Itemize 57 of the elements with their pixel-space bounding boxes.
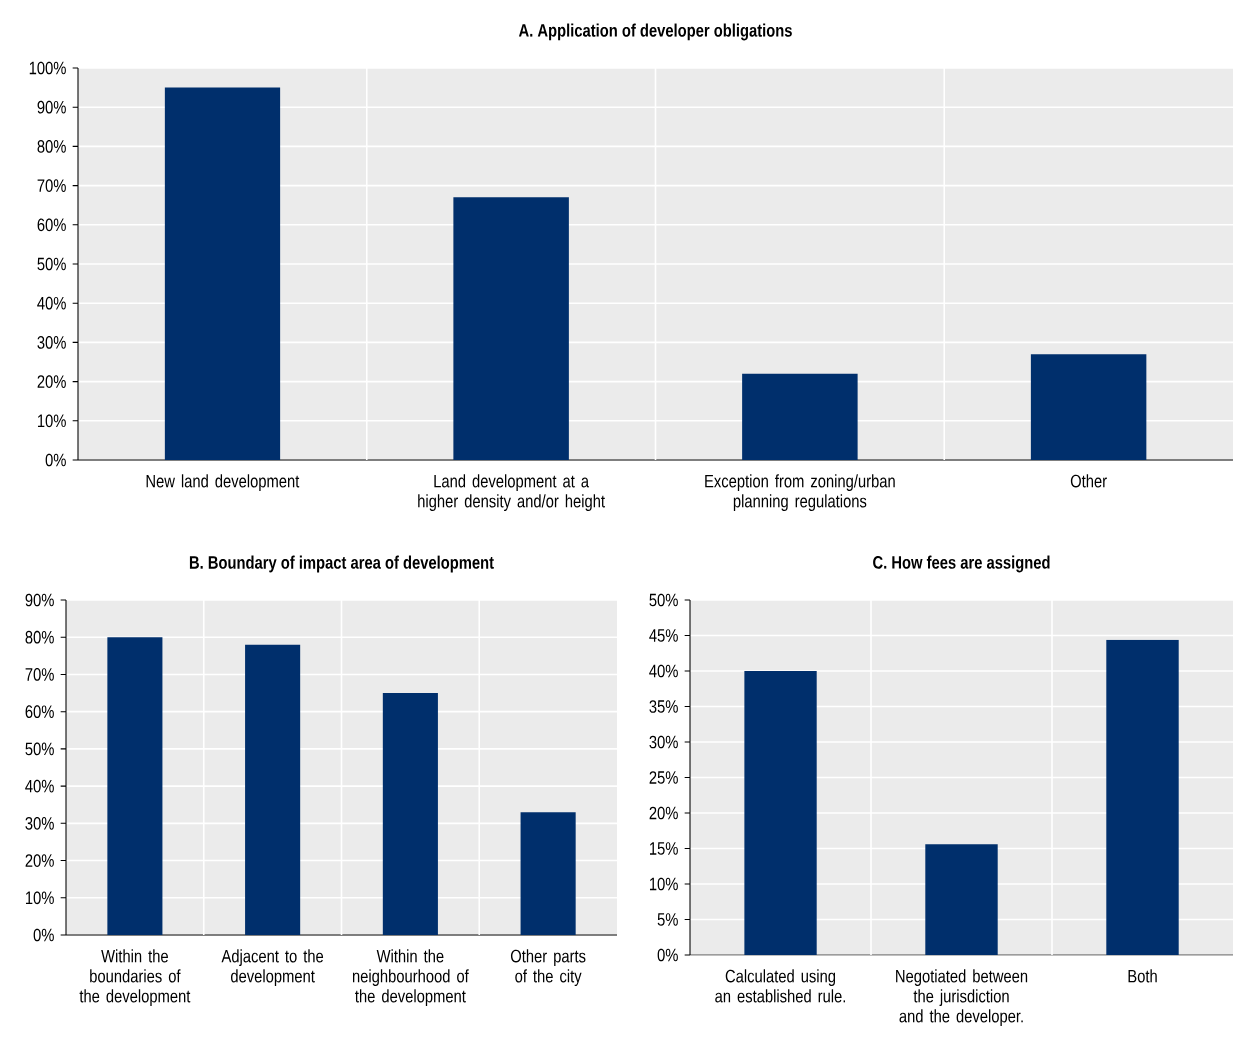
y-tick-label: 90%: [25, 593, 54, 607]
x-tick-label: Calculated using an established rule.: [715, 969, 846, 1003]
y-tick-label: 90%: [37, 100, 66, 114]
y-tick-label: 45%: [649, 629, 678, 642]
x-tick-label: Other: [1070, 474, 1107, 488]
bar: [1030, 354, 1147, 460]
y-tick-label: 30%: [25, 816, 54, 830]
x-tick-label: Within the neighbourhood of the development: [352, 949, 469, 1007]
y-tick-label: 30%: [37, 336, 66, 349]
y-tick-label: 20%: [25, 854, 54, 867]
x-tick-label: New land development: [146, 474, 300, 492]
x-tick-label: Negotiated between the jurisdiction and the developer.: [896, 969, 1028, 1027]
y-tick-label: 10%: [37, 414, 66, 428]
y-tick-label: 60%: [25, 705, 54, 719]
y-tick-label: 15%: [649, 842, 678, 855]
y-tick-label: 80%: [25, 630, 54, 644]
bar: [742, 373, 858, 460]
y-tick-label: 5%: [657, 913, 678, 926]
bar: [382, 693, 438, 935]
y-tick-label: 0%: [45, 453, 66, 467]
x-tick-label: Both: [1128, 969, 1157, 983]
y-tick-label: 20%: [37, 375, 66, 388]
x-tick-label: Exception from zoning/urban planning regulations: [705, 474, 895, 512]
chart-title: B. Boundary of impact area of development: [189, 555, 494, 573]
x-tick-label: Within the boundaries of the development: [79, 949, 191, 1007]
y-tick-label: 0%: [657, 948, 678, 962]
bar: [520, 812, 576, 935]
y-tick-label: 30%: [649, 735, 678, 749]
bar: [107, 637, 163, 935]
y-tick-label: 50%: [25, 742, 54, 756]
y-tick-label: 25%: [649, 771, 678, 784]
bar: [453, 197, 569, 460]
y-tick-label: 70%: [37, 179, 66, 192]
y-tick-label: 10%: [25, 891, 54, 905]
x-tick-label: Land development at a higher density and/or height: [418, 474, 605, 512]
y-tick-label: 35%: [649, 700, 678, 713]
y-tick-label: 80%: [37, 140, 66, 153]
y-tick-label: 100%: [29, 61, 66, 75]
y-tick-label: 50%: [37, 257, 66, 271]
y-tick-label: 70%: [25, 668, 54, 681]
y-tick-label: 60%: [37, 218, 66, 232]
y-tick-label: 10%: [649, 877, 678, 891]
x-tick-label: Other parts of the city: [510, 949, 586, 987]
y-tick-label: 40%: [37, 296, 66, 310]
bar: [164, 87, 281, 460]
y-tick-label: 50%: [649, 593, 678, 607]
bar: [245, 644, 301, 935]
y-tick-label: 40%: [649, 664, 678, 678]
y-tick-label: 40%: [25, 779, 54, 793]
bar: [1106, 639, 1179, 955]
bar: [744, 671, 817, 955]
x-tick-label: Adjacent to the development: [221, 949, 324, 987]
bar: [925, 844, 998, 955]
chart-title: C. How fees are assigned: [873, 555, 1050, 573]
y-tick-label: 20%: [649, 806, 678, 820]
y-tick-label: 0%: [33, 928, 54, 942]
chart-title: A. Application of developer obligations: [518, 23, 792, 41]
